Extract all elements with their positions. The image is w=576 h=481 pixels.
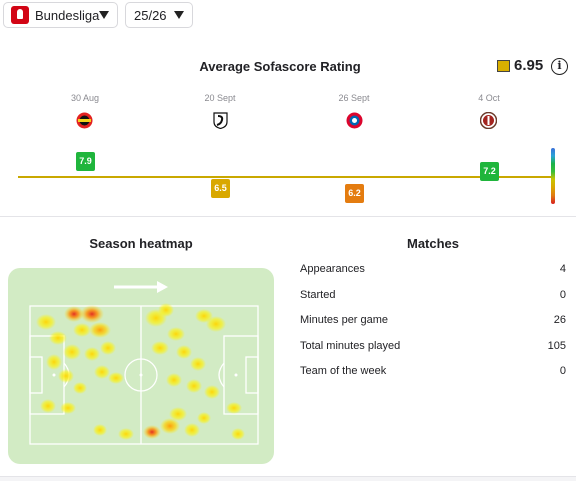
season-label: 25/26 [134,7,167,23]
average-rating-color-icon [497,60,510,72]
match-date: 30 Aug [70,93,100,103]
stat-value: 105 [547,340,566,352]
stat-row-appearances: Appearances 4 [300,263,566,275]
rating-section-title: Average Sofascore Rating [199,59,361,74]
bottom-divider [0,476,576,481]
stat-row-team-of-the-week: Team of the week 0 [300,365,566,377]
stat-value: 0 [559,365,566,377]
stat-label: Started [300,289,336,301]
bundesliga-logo-icon [11,6,29,24]
stat-label: Total minutes played [300,340,401,352]
section-divider [0,216,576,217]
stat-row-started: Started 0 [300,289,566,301]
stat-value: 4 [559,263,566,275]
match-rating-badge[interactable]: 6.2 [345,184,364,203]
chevron-down-icon [99,11,109,19]
chevron-down-icon [174,11,184,19]
match-date: 20 Sept [204,93,236,103]
sc-freiburg-crest-icon[interactable] [212,112,229,130]
stat-value: 26 [553,314,566,326]
st-pauli-crest-icon[interactable] [479,111,498,130]
stat-label: Appearances [300,263,365,275]
arrow-right-icon [114,281,168,293]
stat-label: Minutes per game [300,314,389,326]
bayern-munich-crest-icon[interactable] [346,112,363,129]
average-rating-value: 6.95 [514,57,544,74]
stat-row-minutes-per-game: Minutes per game 26 [300,314,566,326]
stat-label: Team of the week [300,365,387,377]
rating-baseline [18,176,551,178]
bayer-leverkusen-crest-icon[interactable] [76,112,93,129]
match-rating-badge[interactable]: 7.2 [480,162,499,181]
heatmap-title: Season heatmap [89,236,193,251]
league-label: Bundesliga [35,7,100,23]
match-rating-badge[interactable]: 7.9 [76,152,95,171]
stat-value: 0 [559,289,566,301]
matches-title: Matches [406,236,460,251]
rating-color-scale [551,148,555,204]
season-heatmap[interactable] [8,268,274,464]
match-date: 26 Sept [338,93,370,103]
info-icon[interactable]: i [551,58,568,75]
match-rating-badge[interactable]: 6.5 [211,179,230,198]
season-dropdown[interactable]: 25/26 [125,2,193,28]
match-date: 4 Oct [478,93,500,103]
stat-row-total-minutes: Total minutes played 105 [300,340,566,352]
league-dropdown[interactable]: Bundesliga [3,2,118,28]
